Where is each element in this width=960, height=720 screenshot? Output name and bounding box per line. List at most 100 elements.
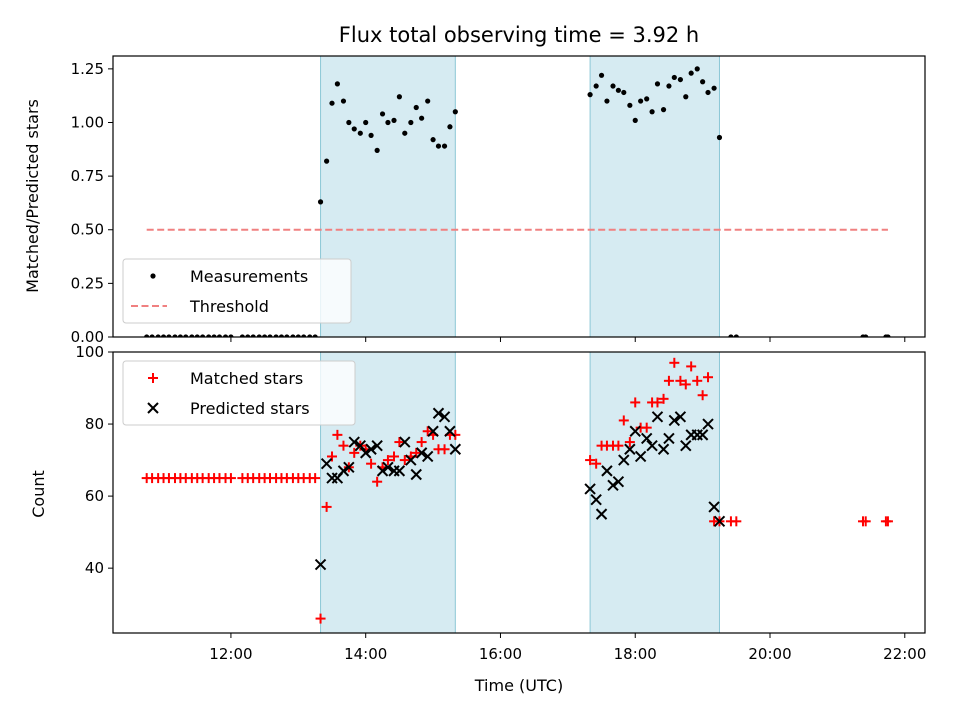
bottom-matched-star-point [652, 397, 663, 408]
bottom-matched-star-point [315, 613, 326, 624]
top-measurement-point [408, 119, 414, 126]
bottom-matched-star-point [422, 426, 433, 437]
top-measurement-point [683, 94, 689, 100]
bottom-matched-star-point [658, 393, 669, 404]
bottom-predicted-star-point [584, 483, 596, 495]
bottom-shaded-interval [589, 351, 720, 634]
top-measurement-point [644, 96, 650, 102]
top-measurement-point [284, 334, 290, 337]
top-measurement-point [425, 98, 431, 104]
top-measurement-point [396, 94, 402, 100]
bottom-matched-star-point [680, 379, 691, 390]
bottom-predicted-star-point [674, 411, 687, 423]
top-measurement-point [183, 334, 189, 337]
top-measurement-point [649, 109, 655, 115]
top-legend-box [122, 258, 352, 324]
legend-matched-stars-marker [148, 373, 158, 383]
top-measurement-point [430, 137, 436, 143]
top-measurement-point [194, 334, 200, 337]
top-measurement-point [671, 74, 677, 81]
top-measurement-point [363, 119, 369, 126]
bottom-matched-star-point [624, 437, 635, 448]
top-measurement-point [368, 132, 374, 138]
top-axes-frame [112, 55, 926, 338]
top-measurement-point [627, 102, 633, 108]
bottom-matched-star-point [591, 458, 602, 469]
bottom-matched-star-point [663, 375, 674, 386]
bottom-predicted-star-point [607, 479, 619, 492]
top-measurement-point [711, 85, 717, 91]
top-measurement-point [228, 334, 234, 337]
top-measurement-point [149, 334, 155, 337]
top-y-tick-label: 1.25 [71, 60, 104, 78]
top-measurement-point [155, 334, 161, 337]
top-measurement-point [604, 98, 610, 104]
bottom-predicted-star-point [427, 425, 439, 437]
bottom-predicted-star-point [640, 432, 653, 445]
bottom-matched-star-point [618, 415, 629, 426]
top-y-tick-label: 1.00 [71, 113, 104, 131]
bottom-predicted-star-point [449, 443, 462, 455]
top-legend-label: Threshold [189, 297, 269, 316]
bottom-legend-label: Predicted stars [190, 399, 310, 418]
top-legend-label: Measurements [190, 267, 308, 286]
top-measurement-point [256, 334, 262, 337]
bottom-y-axis-label: Count [29, 470, 48, 518]
top-measurement-point [290, 334, 296, 337]
bottom-predicted-star-point [314, 558, 327, 571]
bottom-matched-star-point [882, 516, 893, 527]
bottom-predicted-star-point [624, 443, 636, 455]
bottom-predicted-star-point [421, 450, 434, 463]
bottom-matched-star-point [327, 451, 338, 462]
top-measurement-point [189, 334, 195, 337]
bottom-predicted-star-point [444, 425, 456, 437]
x-tick-label: 22:00 [883, 645, 926, 663]
bottom-predicted-star-point [668, 414, 681, 427]
bottom-predicted-star-point [410, 468, 422, 481]
bottom-matched-star-point [630, 397, 641, 408]
top-measurement-point [346, 119, 352, 126]
bottom-matched-star-point [338, 440, 349, 451]
bottom-predicted-star-point [646, 439, 658, 452]
bottom-predicted-star-point [359, 447, 372, 459]
bottom-legend-label: Matched stars [190, 369, 303, 388]
top-measurement-point [615, 87, 621, 93]
legend-measurements-marker [150, 273, 156, 279]
top-measurement-point [273, 334, 279, 337]
top-measurement-point [334, 81, 340, 87]
bottom-predicted-star-point [634, 450, 647, 463]
top-measurement-point [262, 334, 268, 337]
top-measurement-point [307, 334, 313, 337]
top-measurement-point [632, 117, 638, 123]
top-measurement-point [200, 334, 206, 337]
bottom-predicted-star-point [348, 436, 360, 448]
top-y-tick-label: 0.00 [71, 328, 104, 346]
bottom-predicted-star-point [376, 465, 389, 477]
bottom-predicted-star-point [612, 475, 625, 488]
legend-predicted-stars-marker [147, 402, 159, 414]
top-measurement-point [638, 98, 644, 104]
top-measurement-point [402, 130, 408, 136]
top-measurement-point [250, 334, 256, 337]
top-measurement-point [357, 130, 363, 136]
top-measurement-point [177, 334, 183, 337]
bottom-predicted-star-point [382, 461, 394, 473]
x-axis-label: Time (UTC) [474, 676, 563, 695]
bottom-matched-star-point [641, 422, 652, 433]
bottom-predicted-star-point [657, 443, 670, 455]
bottom-y-tick-label: 60 [85, 487, 104, 505]
top-measurement-point [621, 89, 627, 96]
top-measurement-point [385, 119, 391, 126]
x-tick-label: 12:00 [209, 645, 252, 663]
bottom-matched-star-point [450, 429, 461, 440]
top-measurement-point [677, 76, 683, 83]
bottom-predicted-star-point [415, 447, 428, 459]
bottom-matched-star-point [382, 455, 393, 466]
bottom-y-tick-label: 80 [85, 415, 104, 433]
top-plot-area [144, 66, 891, 337]
top-measurement-point [666, 83, 672, 89]
bottom-predicted-star-point [595, 508, 608, 520]
top-y-axis-label: Matched/Predicted stars [23, 99, 42, 293]
top-measurement-point [160, 334, 167, 337]
